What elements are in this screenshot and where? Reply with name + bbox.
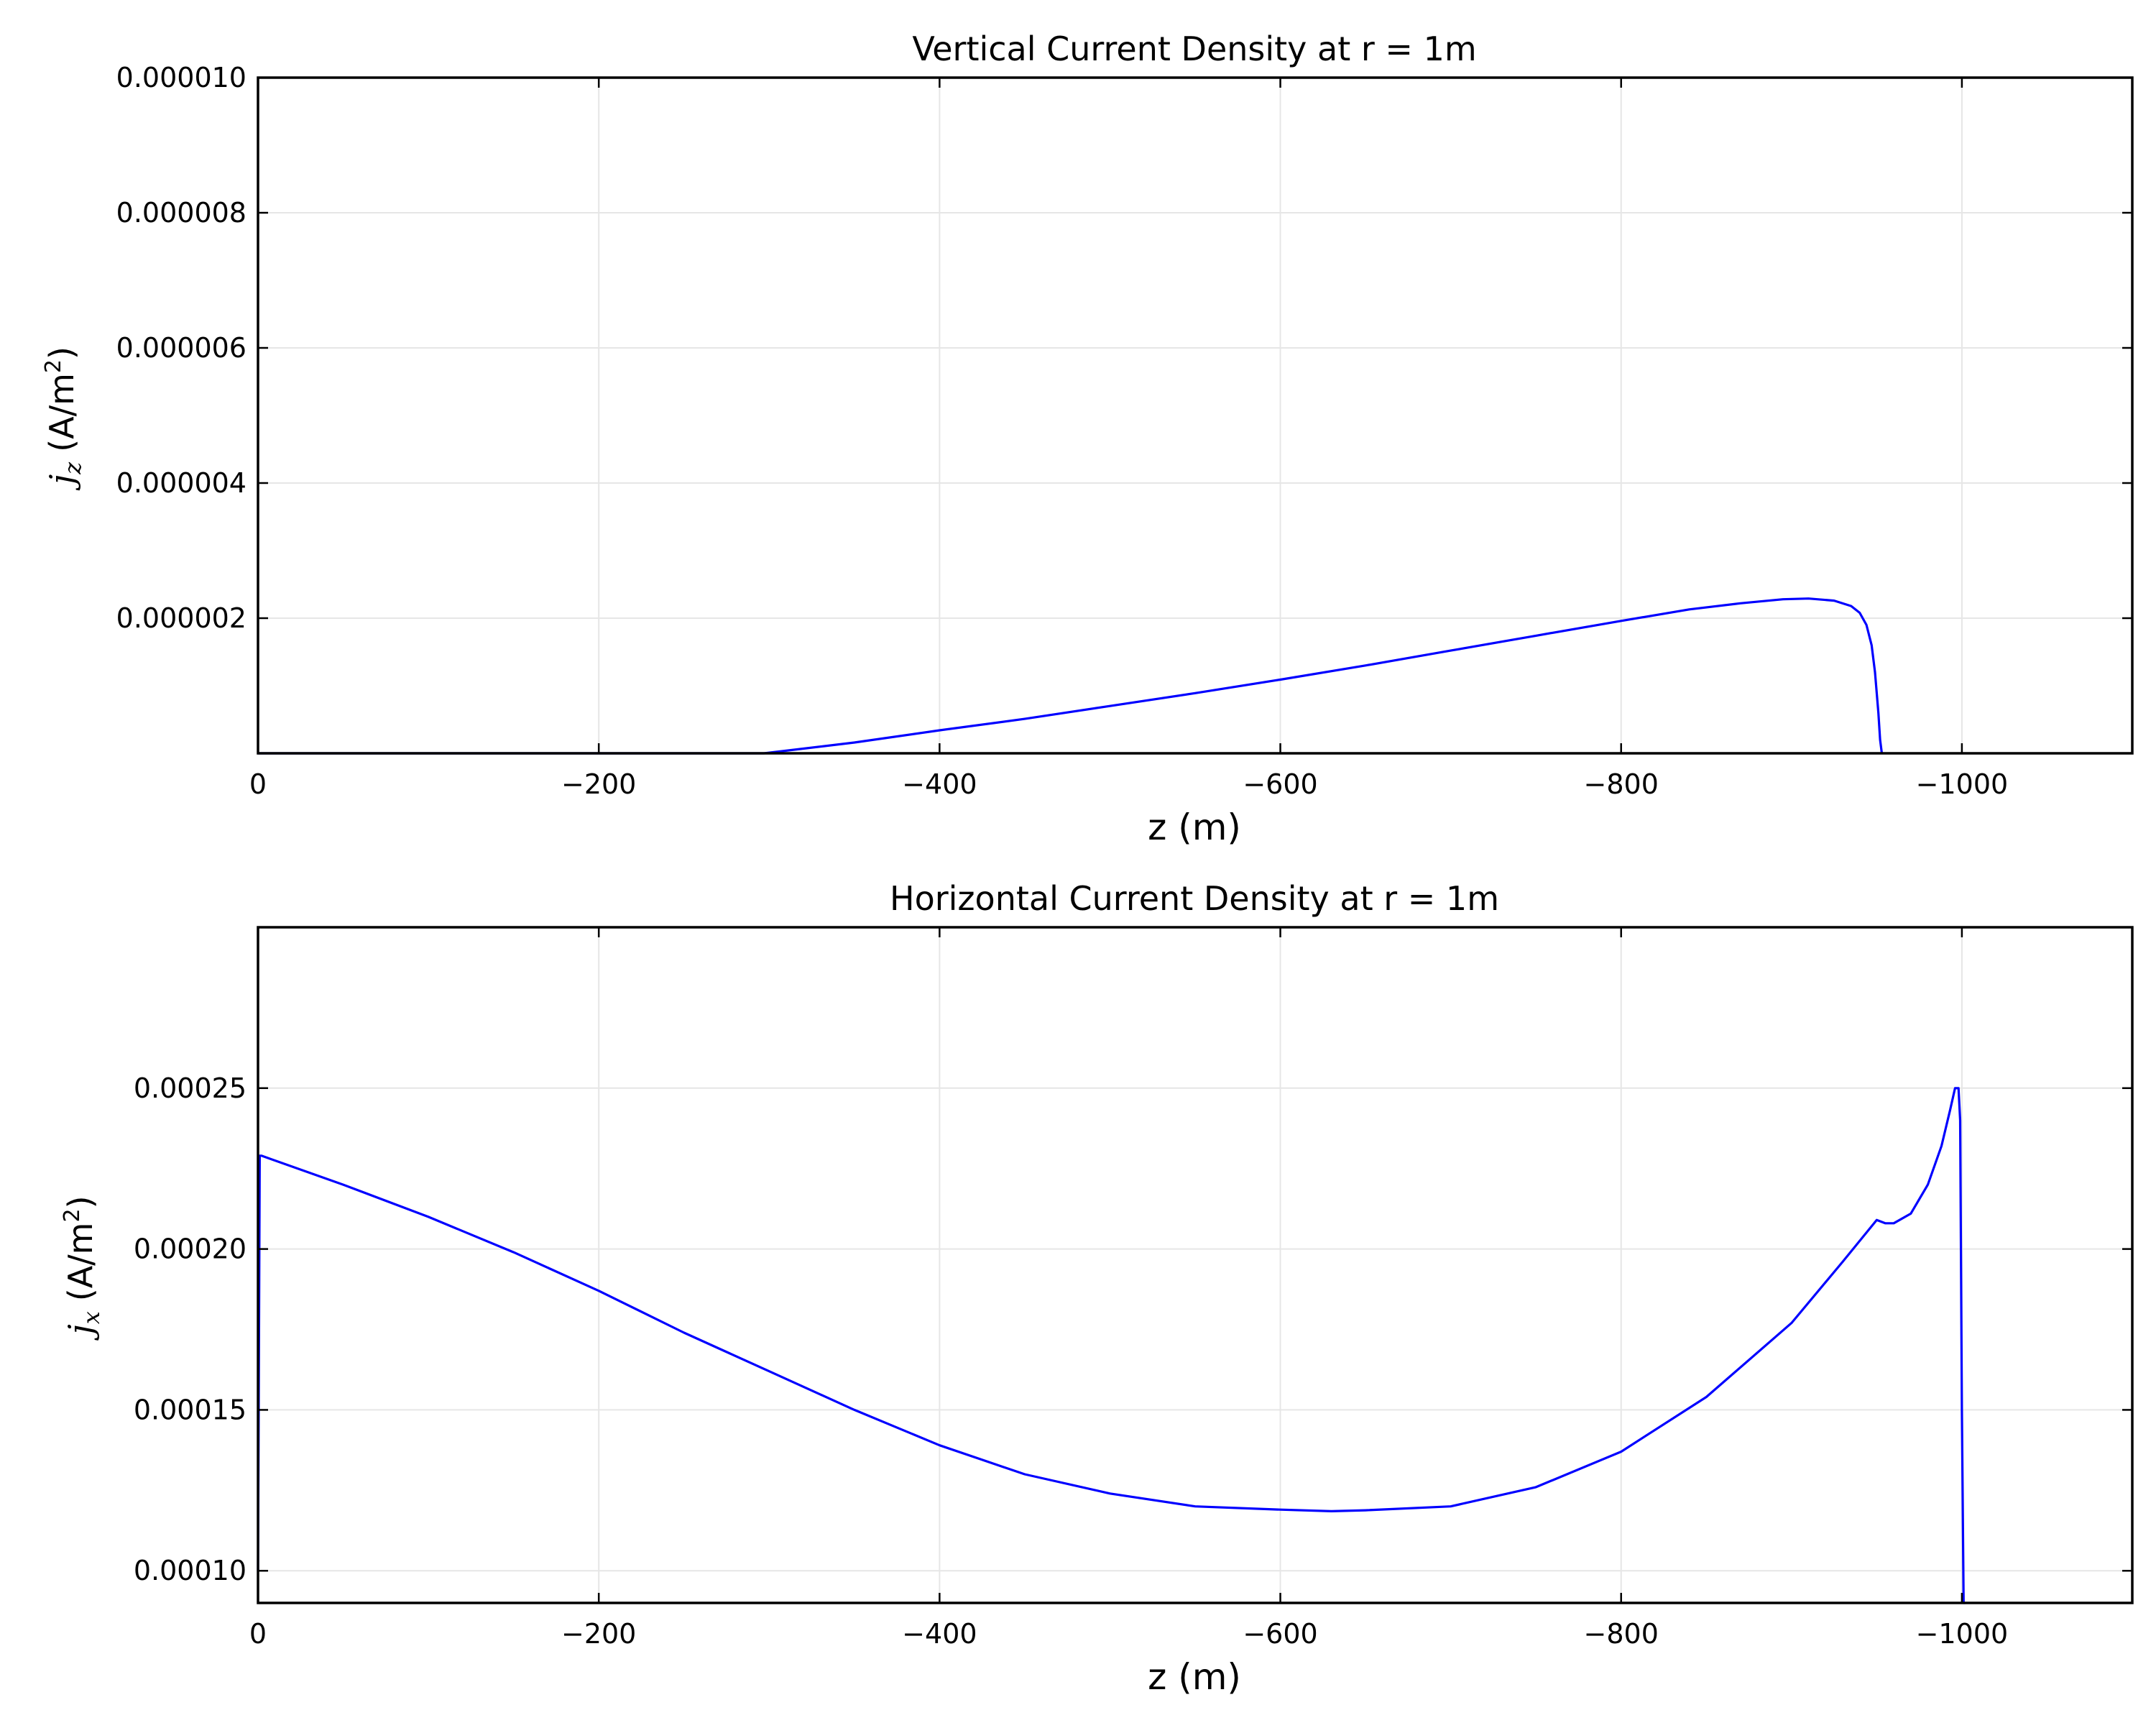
y-tick-label: 0.00015: [134, 1394, 247, 1425]
x-tick-label: −1000: [1916, 768, 2009, 800]
x-tick-label: −1000: [1916, 1618, 2009, 1650]
y-tick-labels: 0.000002 0.000004 0.000006 0.000008 0.000010: [116, 62, 247, 634]
horizontal-current-density-chart: Horizontal Current Density at r = 1m 0.0…: [60, 879, 2134, 1698]
y-axis-label: jz(A/m2): [41, 346, 86, 491]
y-tick-label: 0.000002: [116, 602, 247, 634]
x-tick-label: −800: [1584, 768, 1659, 800]
series-line: [258, 597, 1884, 755]
x-tick-label: 0: [249, 1618, 267, 1650]
series-layer: [257, 1087, 1966, 1604]
vertical-current-density-chart: Vertical Current Density at r = 1m 0.000…: [41, 29, 2134, 848]
x-tick-label: −600: [1243, 1618, 1317, 1650]
x-tick-label: 0: [249, 768, 267, 800]
y-tick-label: 0.000006: [116, 332, 247, 364]
chart-title: Horizontal Current Density at r = 1m: [890, 879, 1499, 918]
y-tick-label: 0.00010: [134, 1555, 247, 1586]
x-tick-label: −600: [1243, 768, 1317, 800]
plot-frame: [257, 76, 2134, 755]
x-axis-label: z (m): [1148, 1656, 1241, 1698]
x-tick-label: −400: [902, 1618, 977, 1650]
y-tick-label: 0.000010: [116, 62, 247, 93]
plot-frame: [257, 926, 2134, 1604]
y-tick-label: 0.00020: [134, 1233, 247, 1265]
x-tick-label: −800: [1584, 1618, 1659, 1650]
x-tick-label: −200: [561, 768, 636, 800]
x-axis-label: z (m): [1148, 806, 1241, 848]
y-tick-label: 0.00025: [134, 1072, 247, 1104]
y-axis-label: jx(A/m2): [60, 1195, 105, 1341]
y-tick-label: 0.000004: [116, 467, 247, 499]
x-tick-label: −200: [561, 1618, 636, 1650]
chart-title: Vertical Current Density at r = 1m: [912, 29, 1476, 68]
series-line: [257, 1087, 1966, 1604]
x-tick-labels: 0 −200 −400 −600 −800 −1000: [249, 768, 2008, 800]
x-tick-label: −400: [902, 768, 977, 800]
series-layer: [258, 597, 1884, 755]
y-tick-label: 0.000008: [116, 197, 247, 229]
x-tick-labels: 0 −200 −400 −600 −800 −1000: [249, 1618, 2008, 1650]
y-tick-labels: 0.00010 0.00015 0.00020 0.00025: [134, 1072, 247, 1586]
